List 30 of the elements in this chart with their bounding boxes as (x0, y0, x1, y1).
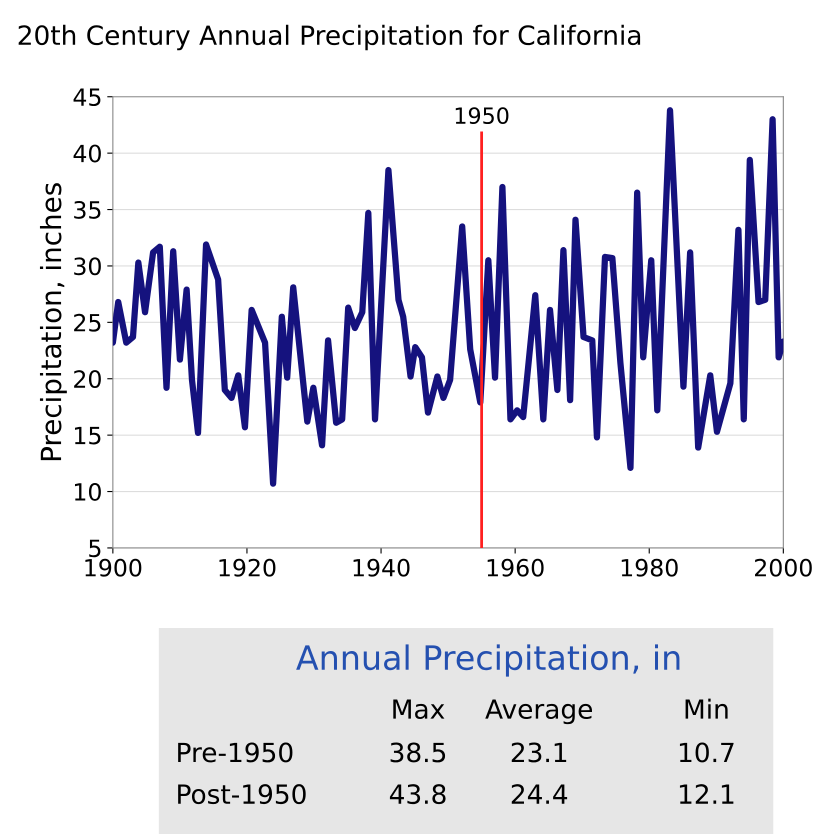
y-tick-label: 5 (89, 540, 100, 558)
text: Average (485, 699, 592, 724)
y-tick-label: 40 (74, 144, 101, 162)
text: Post-1950 (178, 784, 306, 804)
chart-title: 20th Century Annual Precipitation for California (18, 24, 640, 50)
text: Annual Precipitation, in (296, 644, 680, 677)
y-axis-title: Precipitation, inches (40, 183, 67, 460)
x-tick-label: 1940 (354, 558, 410, 577)
text: 38.5 (390, 742, 446, 762)
x-tick-label: 2000 (755, 558, 812, 577)
y-tick-label: 25 (74, 314, 100, 332)
text: 12.1 (680, 784, 734, 804)
y-tick-label: 20 (74, 370, 101, 388)
x-tick-label: 1960 (488, 558, 544, 577)
text: 24.4 (512, 784, 568, 804)
x-tick-label: 1980 (622, 558, 678, 577)
text: Pre-1950 (178, 742, 292, 762)
x-tick-label: 1920 (220, 558, 276, 577)
annotation: 1950 (456, 107, 508, 124)
y-tick-label: 10 (74, 482, 101, 501)
text: 10.7 (680, 742, 734, 762)
y-tick-label: 15 (74, 426, 100, 444)
y-tick-label: 35 (74, 200, 100, 219)
y-tick-label: 45 (74, 88, 100, 106)
text: 43.8 (390, 784, 446, 804)
text: 23.1 (512, 742, 566, 762)
text: Min (686, 698, 728, 719)
y-tick-label: 30 (74, 257, 101, 276)
x-tick-label: 1900 (85, 558, 142, 577)
text: Max (393, 699, 444, 720)
